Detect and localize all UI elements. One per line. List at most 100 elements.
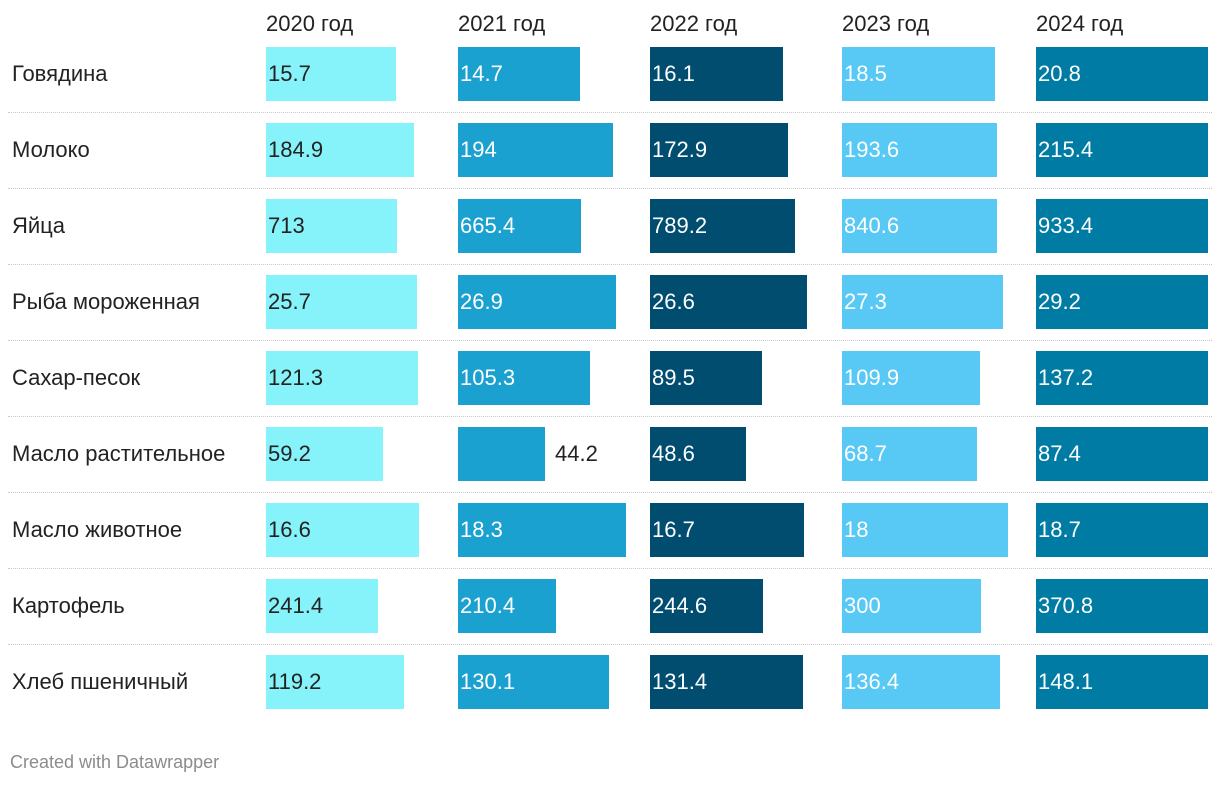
bar: [1036, 47, 1208, 101]
bar: [458, 275, 616, 329]
value-label: 20.8: [1038, 61, 1081, 86]
bar: [458, 199, 581, 253]
bar: [650, 351, 762, 405]
row-label: Масло животное: [12, 517, 183, 542]
value-label: 840.6: [844, 213, 900, 238]
bar: [266, 579, 378, 633]
value-label: 16.6: [268, 517, 311, 542]
bar: [650, 427, 746, 481]
value-label: 44.2: [555, 441, 598, 466]
value-label: 18.3: [460, 517, 503, 542]
value-label: 15.7: [268, 61, 311, 86]
row-separator: [8, 188, 1212, 189]
value-label: 215.4: [1038, 137, 1094, 162]
bar: [458, 579, 556, 633]
value-label: 16.1: [652, 61, 695, 86]
row-label: Сахар-песок: [12, 365, 141, 390]
row-separator: [8, 492, 1212, 493]
value-label: 26.9: [460, 289, 503, 314]
column-header-2: 2021 год: [458, 11, 546, 36]
datawrapper-credit: Created with Datawrapper: [10, 752, 220, 772]
bar: [842, 503, 1008, 557]
row-label: Картофель: [12, 593, 125, 618]
value-label: 713: [268, 213, 305, 238]
bar: [458, 503, 626, 557]
bar: [842, 275, 1003, 329]
column-header-4: 2023 год: [842, 11, 930, 36]
value-label: 14.7: [460, 61, 503, 86]
row-label: Яйца: [12, 213, 66, 238]
value-label: 172.9: [652, 137, 708, 162]
bar: [458, 351, 590, 405]
bar: [842, 579, 981, 633]
bar: [842, 123, 997, 177]
value-label: 241.4: [268, 593, 324, 618]
bar: [266, 47, 396, 101]
bar: [266, 351, 418, 405]
row-label: Рыба мороженная: [12, 289, 200, 314]
bar: [1036, 199, 1208, 253]
value-label: 789.2: [652, 213, 708, 238]
bar: [266, 655, 404, 709]
bar: [650, 579, 763, 633]
bar: [1036, 503, 1208, 557]
value-label: 25.7: [268, 289, 311, 314]
bar: [842, 351, 980, 405]
value-label: 89.5: [652, 365, 695, 390]
row-separator: [8, 112, 1212, 113]
row-separator: [8, 340, 1212, 341]
value-label: 26.6: [652, 289, 695, 314]
bar: [1036, 123, 1208, 177]
row-label: Молоко: [12, 137, 90, 162]
value-label: 27.3: [844, 289, 887, 314]
row-label: Масло растительное: [12, 441, 226, 466]
column-header-5: 2024 год: [1036, 11, 1124, 36]
value-label: 244.6: [652, 593, 708, 618]
value-label: 16.7: [652, 517, 695, 542]
value-label: 87.4: [1038, 441, 1081, 466]
value-label: 137.2: [1038, 365, 1094, 390]
row-label: Хлеб пшеничный: [12, 669, 189, 694]
bar: [842, 655, 1000, 709]
bar: [1036, 275, 1208, 329]
bar: [266, 199, 397, 253]
value-label: 210.4: [460, 593, 516, 618]
column-header-1: 2020 год: [266, 11, 354, 36]
bar: [266, 123, 414, 177]
value-label: 933.4: [1038, 213, 1094, 238]
bar: [842, 427, 977, 481]
value-label: 18.5: [844, 61, 887, 86]
bar: [266, 427, 383, 481]
value-label: 194: [460, 137, 497, 162]
bar: [1036, 427, 1208, 481]
bar: [1036, 579, 1208, 633]
bar: [458, 47, 580, 101]
value-label: 18: [844, 517, 869, 542]
bar: [458, 123, 613, 177]
value-label: 370.8: [1038, 593, 1094, 618]
bar: [650, 199, 795, 253]
bar: [458, 655, 609, 709]
value-label: 130.1: [460, 669, 516, 694]
row-separator: [8, 568, 1212, 569]
bar: [842, 47, 995, 101]
value-label: 59.2: [268, 441, 311, 466]
value-label: 148.1: [1038, 669, 1094, 694]
row-separator: [8, 264, 1212, 265]
bar: [842, 199, 997, 253]
value-label: 136.4: [844, 669, 900, 694]
row-separator: [8, 416, 1212, 417]
bar: [650, 503, 804, 557]
value-label: 105.3: [460, 365, 516, 390]
bar: [650, 655, 803, 709]
bar: [650, 47, 783, 101]
value-label: 29.2: [1038, 289, 1081, 314]
bar: [266, 503, 419, 557]
bar: [458, 427, 545, 481]
value-label: 193.6: [844, 137, 900, 162]
value-label: 300: [844, 593, 881, 618]
row-label: Говядина: [12, 61, 108, 86]
bar: [650, 123, 788, 177]
bar: [1036, 655, 1208, 709]
